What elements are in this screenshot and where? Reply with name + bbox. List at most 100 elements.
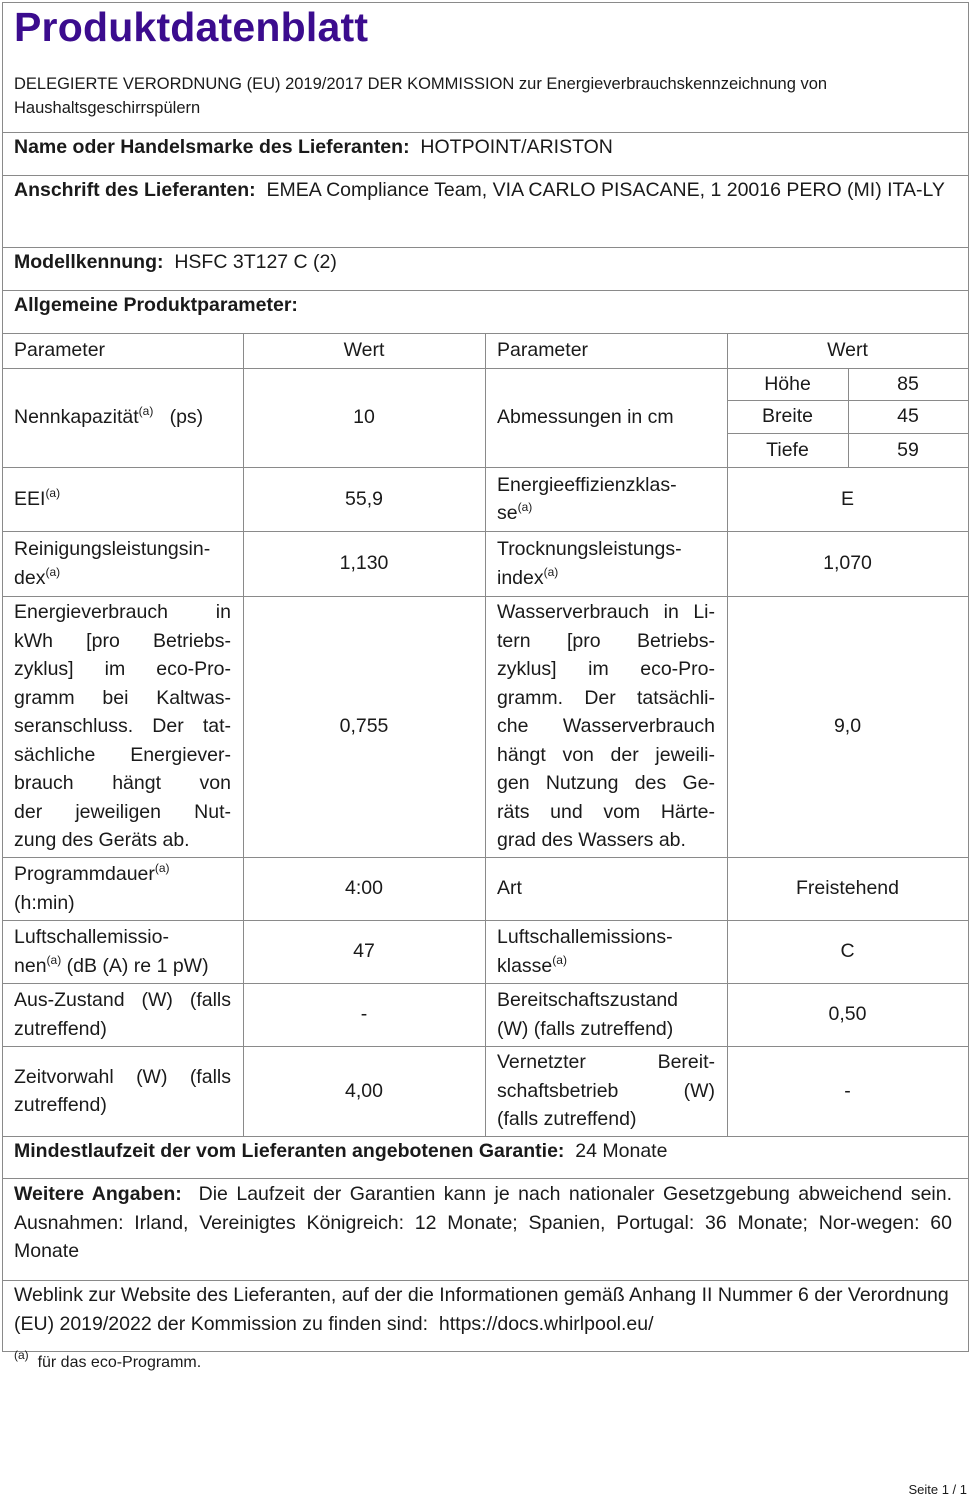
column-divider bbox=[485, 333, 486, 1136]
row-divider bbox=[727, 433, 969, 434]
line-text: Luftschallemissions- bbox=[497, 926, 673, 948]
warranty-row: Mindestlaufzeit der vom Lieferanten ange… bbox=[14, 1137, 959, 1166]
cell-line: se(a) bbox=[497, 499, 715, 528]
cell-line: Art bbox=[497, 874, 715, 903]
supplier-label: Name oder Handelsmarke des Lieferanten: bbox=[14, 136, 410, 158]
weblink-text: Weblink zur Website des Lieferanten, auf… bbox=[14, 1284, 949, 1335]
cell-line: Luftschallemissio- bbox=[14, 923, 231, 952]
line-text: Parameter bbox=[497, 339, 589, 362]
cell-line: Vernetzter Bereit- bbox=[497, 1048, 715, 1077]
footnote-reference: (a) bbox=[517, 500, 533, 514]
cell-line: 85 bbox=[897, 370, 919, 399]
line-text: Energieeffizienzklas- bbox=[497, 473, 677, 496]
line-text: (ps) bbox=[153, 406, 204, 429]
parameter-value: Freistehend bbox=[727, 857, 968, 920]
model-label: Modellkennung: bbox=[14, 251, 164, 273]
cell-line: (falls zutreffend) bbox=[497, 1105, 715, 1134]
line-text: zyklus] im eco-Pro- bbox=[14, 658, 231, 681]
parameter-name: Programmdauer(a) (h:min) bbox=[2, 857, 243, 920]
column-header: Parameter bbox=[2, 333, 243, 368]
cell-line: brauch hängt von bbox=[14, 769, 231, 798]
line-text: Tiefe bbox=[766, 438, 809, 461]
line-text: Parameter bbox=[14, 339, 106, 362]
dimension-value: 85 bbox=[848, 368, 968, 400]
cell-line: Programmdauer(a) bbox=[14, 860, 231, 889]
cell-line: 55,9 bbox=[345, 485, 383, 514]
address-label: Anschrift des Lieferanten: bbox=[14, 179, 256, 201]
footnote-reference: (a) bbox=[138, 404, 154, 419]
line-text: 1,130 bbox=[339, 552, 389, 575]
parameter-name: Reinigungsleistungsin-dex(a) bbox=[2, 531, 243, 596]
footnote-reference: (a) bbox=[154, 861, 170, 875]
cell-line: Wert bbox=[344, 336, 385, 365]
cell-line: - bbox=[844, 1077, 851, 1106]
parameter-value: 0,50 bbox=[727, 983, 968, 1046]
line-text: kWh [pro Betriebs- bbox=[14, 629, 231, 652]
line-text: grad des Wassers ab. bbox=[497, 829, 686, 852]
line-text: gramm. Der tatsächli- bbox=[497, 686, 715, 709]
warranty-label: Mindestlaufzeit der vom Lieferanten ange… bbox=[14, 1140, 565, 1162]
parameter-value: 1,130 bbox=[243, 531, 485, 596]
column-header: Parameter bbox=[485, 333, 727, 368]
column-header: Wert bbox=[727, 333, 968, 368]
cell-line: 0,50 bbox=[829, 1000, 867, 1029]
line-text: nen bbox=[14, 954, 47, 977]
regulation-subtitle: DELEGIERTE VERORDNUNG (EU) 2019/2017 DER… bbox=[14, 75, 828, 117]
cell-line: zung des Geräts ab. bbox=[14, 826, 231, 855]
line-text: 85 bbox=[897, 372, 919, 395]
line-text: hängt von der jeweili- bbox=[497, 743, 715, 766]
cell-line: Wasserverbrauch in Li- bbox=[497, 598, 715, 627]
sheet-border bbox=[2, 2, 969, 1352]
cell-line: klasse(a) bbox=[497, 952, 715, 981]
parameter-name: Zeitvorwahl (W) (falls zutreffend) bbox=[2, 1046, 243, 1136]
parameter-value: C bbox=[727, 920, 968, 983]
footnote-reference: (a) bbox=[45, 564, 61, 579]
line-text: 0,755 bbox=[339, 715, 389, 738]
dimension-value: 59 bbox=[848, 433, 968, 467]
line-text: räts und vom Härte- bbox=[497, 800, 715, 823]
line-text: (W) (falls zutreffend) bbox=[497, 1017, 674, 1040]
dimension-label: Breite bbox=[727, 400, 848, 433]
model-row: Modellkennung: HSFC 3T127 C (2) bbox=[14, 248, 959, 277]
line-text: 10 bbox=[353, 406, 375, 429]
parameter-name: Trocknungsleistungs-index(a) bbox=[485, 531, 727, 596]
footnote-reference: (a) bbox=[46, 952, 62, 967]
line-text: 59 bbox=[897, 438, 919, 461]
footnote-reference: (a) bbox=[543, 564, 559, 579]
cell-line: zyklus] im eco-Pro- bbox=[14, 655, 231, 684]
parameter-name: Luftschallemissio-nen(a) (dB (A) re 1 pW… bbox=[2, 920, 243, 983]
parameter-value: E bbox=[727, 467, 968, 531]
parameter-value: 4:00 bbox=[243, 857, 485, 920]
cell-line: Abmessungen in cm bbox=[497, 403, 715, 432]
further-info-row: Weitere Angaben: Die Laufzeit der Garant… bbox=[14, 1180, 952, 1266]
line-text: Breite bbox=[762, 405, 813, 428]
general-params-row: Allgemeine Produktparameter: bbox=[14, 291, 959, 320]
dimension-label: Höhe bbox=[727, 368, 848, 400]
cell-line: Reinigungsleistungsin- bbox=[14, 535, 231, 564]
line-text: dex bbox=[14, 566, 46, 589]
cell-line: zutreffend) bbox=[14, 1091, 231, 1120]
line-text: Wasserverbrauch in Li- bbox=[497, 601, 715, 624]
cell-line: 4:00 bbox=[345, 874, 383, 903]
line-text: 0,50 bbox=[828, 1003, 867, 1026]
cell-line: hängt von der jeweili- bbox=[497, 741, 715, 770]
line-text: Reinigungsleistungsin- bbox=[14, 538, 211, 560]
cell-line: E bbox=[841, 485, 854, 514]
column-header: Wert bbox=[243, 333, 485, 368]
page-number: Seite 1 / 1 bbox=[908, 1482, 967, 1497]
line-text: Vernetzter Bereit- bbox=[497, 1051, 715, 1074]
line-text: Trocknungsleistungs- bbox=[497, 538, 682, 560]
cell-line: nen(a) (dB (A) re 1 pW) bbox=[14, 952, 231, 981]
weblink-url[interactable]: https://docs.whirlpool.eu/ bbox=[438, 1312, 654, 1335]
parameter-name: Abmessungen in cm bbox=[485, 368, 727, 467]
line-text: zutreffend) bbox=[14, 1094, 107, 1116]
line-text: - bbox=[360, 1003, 368, 1026]
cell-line: Zeitvorwahl (W) (falls bbox=[14, 1063, 231, 1092]
line-text: zyklus] im eco-Pro- bbox=[497, 658, 715, 681]
cell-line: Trocknungsleistungs- bbox=[497, 535, 715, 564]
line-text: C bbox=[840, 940, 855, 963]
cell-line: (h:min) bbox=[14, 889, 231, 918]
parameter-value: 4,00 bbox=[243, 1046, 485, 1136]
cell-line: zyklus] im eco-Pro- bbox=[497, 655, 715, 684]
line-text: 1,070 bbox=[823, 552, 872, 575]
